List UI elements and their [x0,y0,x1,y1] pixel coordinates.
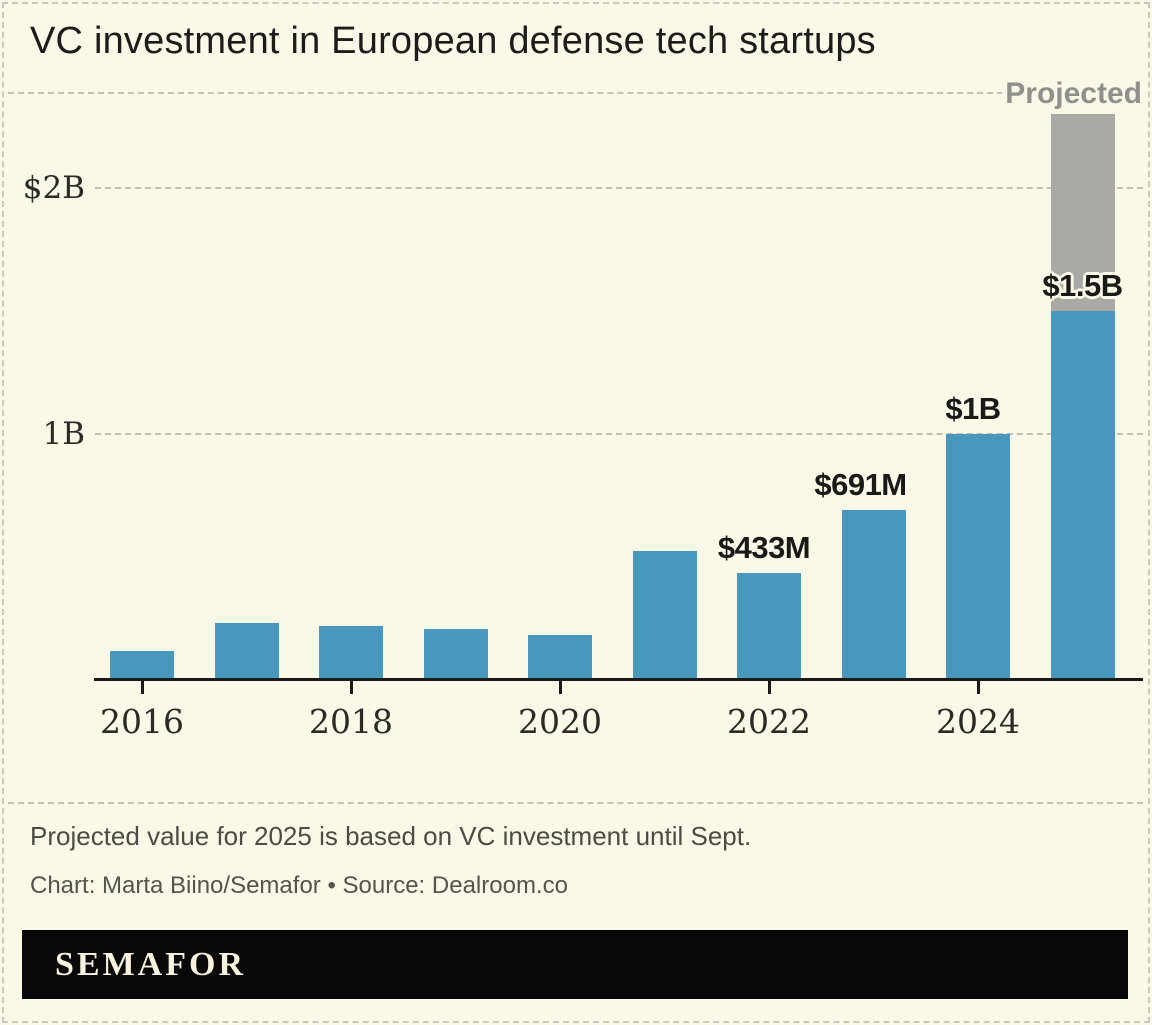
bar-2025 [1050,311,1115,680]
x-axis-label: 2016 [100,702,184,741]
x-axis-tick [976,681,980,694]
x-axis-tick [349,681,353,694]
x-axis-label: 2018 [309,702,393,741]
gridline-2B [95,187,1143,189]
x-axis-label: 2022 [727,702,811,741]
bar-2019 [423,629,488,680]
y-axis-label: $2B [22,170,85,206]
y-axis-label: 1B [42,416,85,452]
semafor-logo-text: SEMAFOR [55,945,246,983]
chart-title: VC investment in European defense tech s… [30,20,876,62]
chart-credit: Chart: Marta Biino/Semafor • Source: Dea… [30,872,568,899]
bar-2023 [841,510,906,680]
gridline-1B [95,433,1143,435]
x-axis-tick [558,681,562,694]
bar-2022 [737,573,801,680]
bar-2021 [632,551,697,680]
projected-annotation: Projected [1002,77,1145,111]
x-axis-line [94,678,1143,681]
projected-bar-2025 [1050,114,1115,311]
bar-value-label: $1.5B [1042,268,1123,303]
bar-value-label: $691M [814,467,907,503]
x-axis-tick [140,681,144,694]
chart-footnote: Projected value for 2025 is based on VC … [30,821,752,851]
bar-value-label: $433M [717,530,811,566]
x-axis-tick [767,681,771,694]
x-axis-label: 2024 [936,702,1020,741]
x-axis-label: 2020 [518,702,602,741]
bar-2018 [319,626,383,680]
bar-2020 [528,635,592,680]
bar-value-label: $1B [945,391,1001,426]
bar-2016 [110,651,174,680]
bar-2024 [946,434,1010,680]
bar-2017 [214,623,279,680]
top-divider [8,92,1143,94]
footer-divider [8,802,1143,804]
semafor-logo-banner: SEMAFOR [22,930,1128,999]
